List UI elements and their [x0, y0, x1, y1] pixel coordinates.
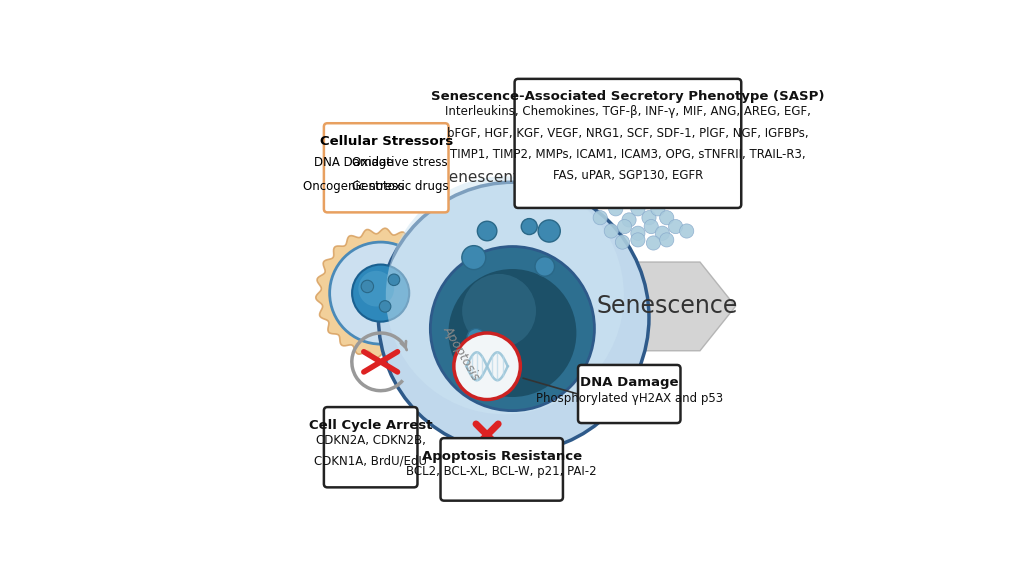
Text: BCL2, BCL-XL, BCL-W, p21, PAI-2: BCL2, BCL-XL, BCL-W, p21, PAI-2: [407, 465, 597, 478]
Circle shape: [593, 211, 607, 225]
Circle shape: [651, 202, 665, 216]
Circle shape: [655, 226, 670, 240]
Circle shape: [358, 271, 394, 306]
Circle shape: [430, 247, 595, 411]
Circle shape: [631, 233, 645, 247]
Circle shape: [449, 269, 577, 397]
Text: TIMP1, TIMP2, MMPs, ICAM1, ICAM3, OPG, sTNFRII, TRAIL-R3,: TIMP1, TIMP2, MMPs, ICAM1, ICAM3, OPG, s…: [451, 148, 806, 161]
Text: Apoptosis Resistance: Apoptosis Resistance: [422, 450, 582, 463]
Circle shape: [644, 219, 658, 234]
Circle shape: [631, 226, 645, 240]
Polygon shape: [315, 228, 445, 358]
Text: bFGF, HGF, KGF, VEGF, NRG1, SCF, SDF-1, PlGF, NGF, IGFBPs,: bFGF, HGF, KGF, VEGF, NRG1, SCF, SDF-1, …: [447, 127, 809, 140]
Text: Interleukins, Chemokines, TGF-β, INF-γ, MIF, ANG, AREG, EGF,: Interleukins, Chemokines, TGF-β, INF-γ, …: [445, 105, 811, 119]
Circle shape: [646, 236, 660, 250]
Text: DNA Damage: DNA Damage: [313, 156, 393, 169]
Text: Senescence: Senescence: [596, 294, 737, 319]
Circle shape: [379, 182, 649, 453]
FancyBboxPatch shape: [515, 79, 741, 208]
Circle shape: [631, 202, 645, 216]
Circle shape: [379, 301, 391, 312]
Text: Apoptosis: Apoptosis: [441, 323, 482, 382]
Circle shape: [608, 202, 623, 216]
Circle shape: [462, 274, 536, 348]
Text: Genotoxic drugs: Genotoxic drugs: [352, 180, 449, 193]
Text: Phosphorylated γH2AX and p53: Phosphorylated γH2AX and p53: [536, 392, 723, 404]
FancyBboxPatch shape: [578, 365, 681, 423]
Circle shape: [477, 221, 497, 241]
Text: Senescent Cell: Senescent Cell: [439, 170, 553, 185]
FancyBboxPatch shape: [324, 123, 449, 213]
Circle shape: [361, 281, 374, 293]
Circle shape: [462, 245, 485, 270]
Text: Oxidative stress: Oxidative stress: [352, 156, 449, 169]
Circle shape: [642, 211, 656, 225]
Text: CDKN2A, CDKN2B,: CDKN2A, CDKN2B,: [315, 434, 426, 447]
Circle shape: [604, 224, 618, 238]
Circle shape: [615, 235, 630, 249]
Text: Oncogenic stress: Oncogenic stress: [303, 180, 403, 193]
Circle shape: [659, 233, 674, 247]
Circle shape: [538, 220, 560, 242]
Text: Senescence-Associated Secretory Phenotype (SASP): Senescence-Associated Secretory Phenotyp…: [431, 90, 824, 104]
Circle shape: [617, 219, 632, 234]
Circle shape: [352, 264, 410, 321]
FancyBboxPatch shape: [440, 438, 563, 501]
Circle shape: [467, 328, 485, 346]
Circle shape: [659, 211, 674, 225]
Text: Cellular Stressors: Cellular Stressors: [319, 135, 453, 148]
Circle shape: [388, 274, 399, 286]
Polygon shape: [435, 257, 504, 435]
Circle shape: [454, 333, 520, 400]
Circle shape: [669, 219, 683, 234]
FancyBboxPatch shape: [324, 407, 418, 487]
Circle shape: [535, 257, 555, 276]
Text: Cell Cycle Arrest: Cell Cycle Arrest: [309, 419, 432, 431]
Text: FAS, uPAR, SGP130, EGFR: FAS, uPAR, SGP130, EGFR: [553, 169, 703, 183]
Circle shape: [330, 242, 432, 344]
Circle shape: [622, 213, 636, 227]
Polygon shape: [461, 262, 735, 351]
Text: DNA Damage: DNA Damage: [580, 377, 679, 389]
Circle shape: [521, 218, 538, 234]
Circle shape: [386, 176, 624, 414]
Text: CDKN1A, BrdU/EdU: CDKN1A, BrdU/EdU: [314, 455, 427, 468]
Circle shape: [680, 224, 694, 238]
